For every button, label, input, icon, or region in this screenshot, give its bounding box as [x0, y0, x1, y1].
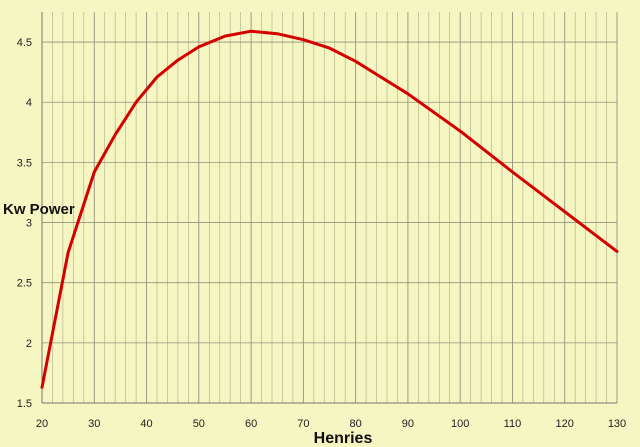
y-tick-label: 1.5: [17, 398, 32, 410]
y-tick-label: 3: [26, 218, 32, 230]
x-tick-label: 20: [36, 418, 48, 430]
series-group: [40, 29, 619, 389]
x-tick-label: 130: [608, 418, 626, 430]
x-tick-label: 90: [402, 418, 414, 430]
y-tick-label: 4.5: [17, 37, 32, 49]
x-tick-label: 100: [451, 418, 469, 430]
y-tick-label: 2.5: [17, 278, 32, 290]
x-tick-label: 30: [88, 418, 100, 430]
x-axis-ticks: 20 30 40 50 60 70 80 90 100 110 120 130: [36, 418, 626, 430]
y-tick-label: 3.5: [17, 157, 32, 169]
x-tick-label: 80: [350, 418, 362, 430]
x-tick-label: 110: [504, 418, 522, 430]
grid-lines: [41, 12, 618, 404]
x-tick-label: 120: [556, 418, 574, 430]
x-tick-label: 40: [140, 418, 152, 430]
y-axis-ticks: 1.5 2 2.5 3 3.5 4 4.5: [17, 37, 32, 410]
x-tick-label: 50: [193, 418, 205, 430]
x-tick-label: 70: [297, 418, 309, 430]
y-tick-label: 2: [26, 338, 32, 350]
x-tick-label: 60: [245, 418, 257, 430]
series-line: [40, 29, 619, 389]
plot-area: [41, 12, 617, 404]
y-axis-label: Kw Power: [3, 201, 75, 218]
x-axis-label: Henries: [314, 430, 373, 447]
y-tick-label: 4: [26, 97, 32, 109]
